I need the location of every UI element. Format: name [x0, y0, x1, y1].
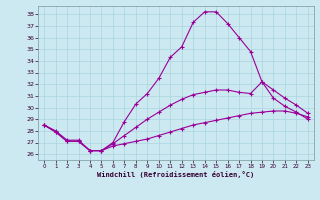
- X-axis label: Windchill (Refroidissement éolien,°C): Windchill (Refroidissement éolien,°C): [97, 171, 255, 178]
